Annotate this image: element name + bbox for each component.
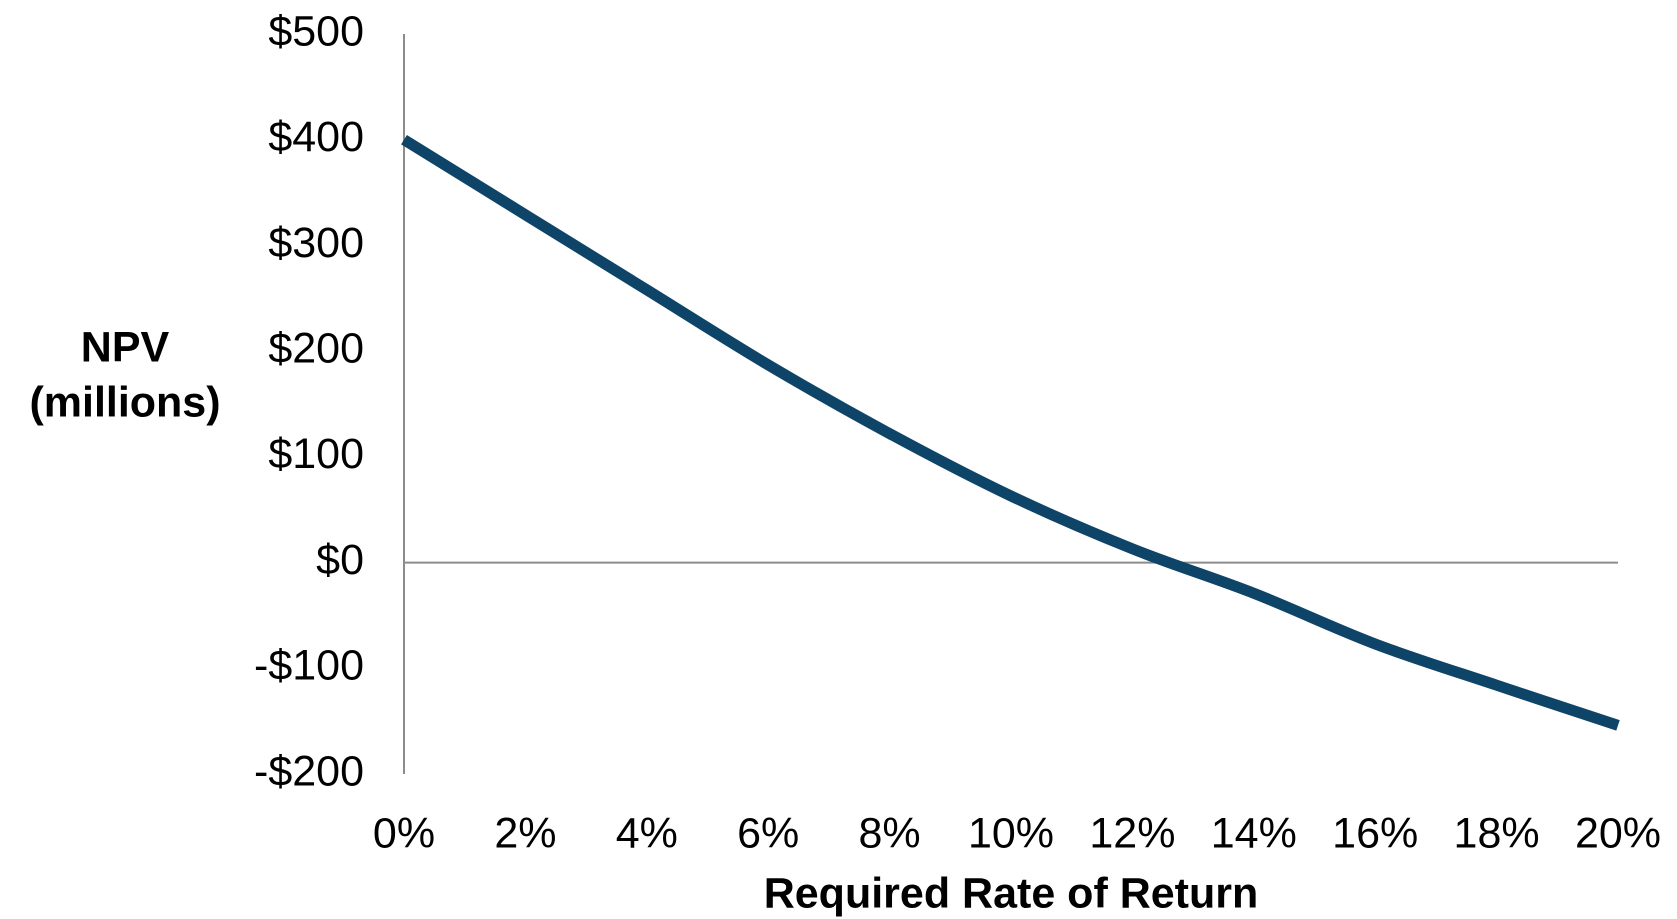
x-tick-label: 14% <box>1211 809 1297 857</box>
x-tick-label: 16% <box>1332 809 1418 857</box>
x-axis-label: Required Rate of Return <box>764 869 1259 917</box>
x-tick-label: 0% <box>373 809 435 857</box>
y-tick-label: $500 <box>268 7 364 55</box>
y-tick-label: $200 <box>268 325 364 373</box>
x-tick-label: 4% <box>616 809 678 857</box>
x-tick-label: 20% <box>1575 809 1661 857</box>
y-tick-label: $400 <box>268 113 364 161</box>
y-tick-label: $0 <box>316 536 364 584</box>
x-tick-label: 12% <box>1089 809 1175 857</box>
x-tick-label: 10% <box>968 809 1054 857</box>
y-axis-label: (millions) <box>29 378 220 426</box>
x-tick-label: 6% <box>737 809 799 857</box>
y-tick-label: -$100 <box>254 642 364 690</box>
x-tick-label: 2% <box>494 809 556 857</box>
x-tick-label: 8% <box>859 809 921 857</box>
y-axis-label: NPV <box>81 323 170 371</box>
x-tick-label: 18% <box>1454 809 1540 857</box>
y-tick-label: $300 <box>268 219 364 267</box>
y-tick-label: -$200 <box>254 747 364 795</box>
y-tick-label: $100 <box>268 430 364 478</box>
npv-line <box>401 135 1620 731</box>
